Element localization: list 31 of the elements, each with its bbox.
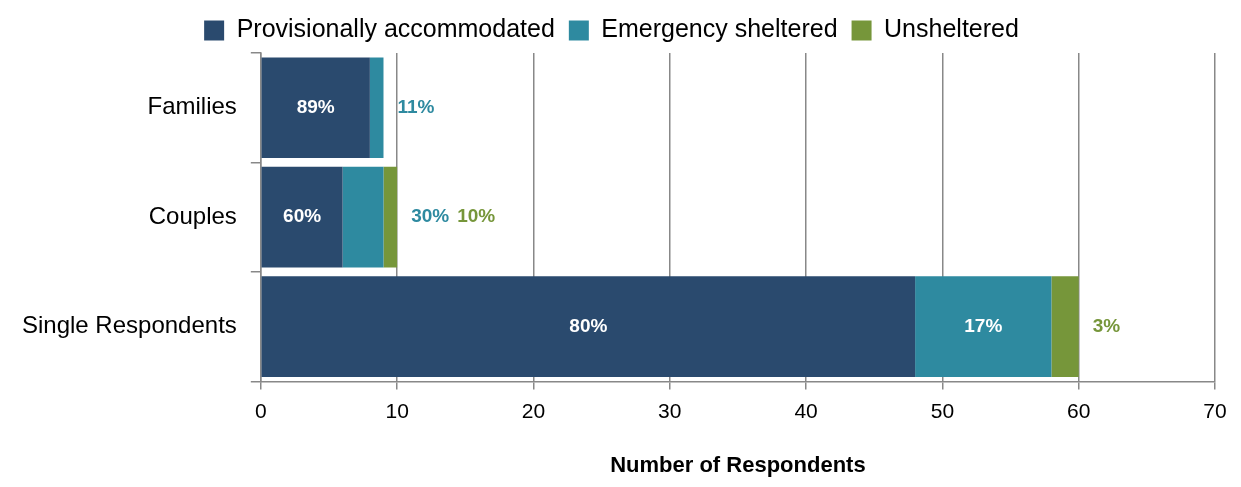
- bar: [261, 276, 916, 378]
- legend-label: Provisionally accommodated: [236, 14, 555, 43]
- annotation: 89%: [296, 95, 335, 117]
- y-tick-label: Families: [147, 92, 237, 120]
- x-tick-label: 10: [385, 398, 409, 422]
- annotation: 3%: [1092, 314, 1121, 336]
- bar: [915, 276, 1052, 378]
- x-tick-label: 0: [254, 398, 267, 422]
- annotation: 17%: [964, 314, 1003, 336]
- annotation: 80%: [569, 314, 608, 336]
- x-tick-label: 20: [521, 398, 546, 422]
- legend-label: Unsheltered: [884, 14, 1019, 43]
- y-tick-label: Couples: [148, 201, 237, 229]
- annotation: 60%: [283, 205, 322, 227]
- bar: [369, 57, 384, 159]
- x-tick-label: 60: [1067, 398, 1091, 422]
- annotation: 11%: [397, 95, 435, 117]
- y-tick-label: Single Respondents: [21, 311, 237, 339]
- x-tick-label: 50: [930, 398, 955, 422]
- annotation: 10%: [457, 205, 496, 227]
- x-tick-label: 30: [658, 398, 682, 422]
- x-axis-title: Number of Respondents: [610, 451, 866, 477]
- x-tick-label: 70: [1203, 398, 1227, 422]
- annotation: 30%: [411, 205, 450, 227]
- bar: [261, 57, 370, 159]
- bar: [342, 166, 384, 268]
- bar: [1051, 276, 1079, 378]
- x-tick-label: 40: [794, 398, 818, 422]
- legend-label: Emergency sheltered: [601, 14, 838, 43]
- bar: [261, 166, 343, 268]
- bar: [383, 166, 398, 268]
